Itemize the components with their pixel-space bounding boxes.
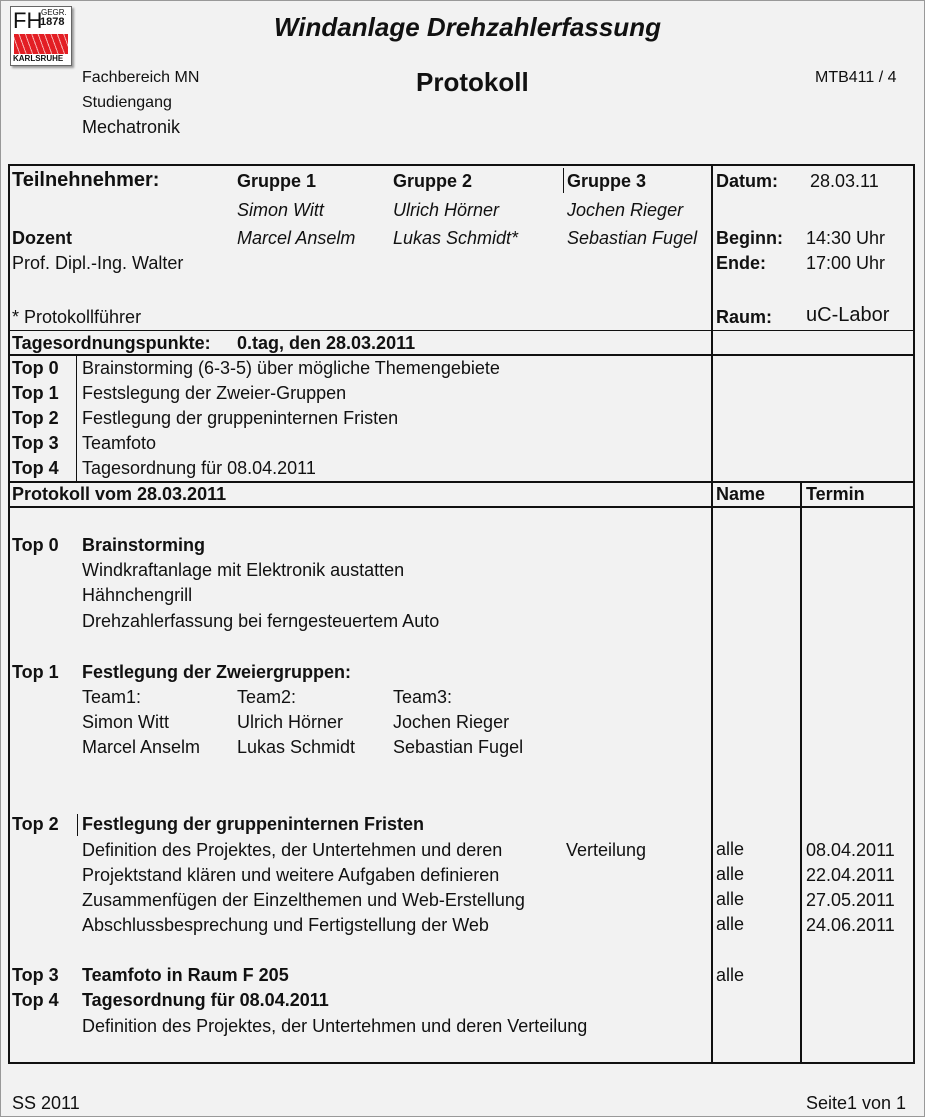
task-name: alle [716,864,745,884]
divider [8,481,915,483]
logo-year: 1878 [40,16,65,28]
date-label: Datum: [716,171,778,191]
agenda-top: Top 2 [12,408,59,428]
top-label: Top 0 [12,535,59,555]
divider [800,482,802,1064]
group-1: Gruppe 1 [237,171,317,191]
team-name: Team3: [393,687,453,707]
top-label: Top 4 [12,990,59,1010]
team-member: Lukas Schmidt [237,737,356,757]
task-name: alle [716,914,745,934]
doc-id: MTB411 / 4 [815,69,897,86]
table-border [8,164,915,1064]
member: Sebastian Fugel [567,228,698,248]
end: 17:00 Uhr [806,253,886,273]
task-name: alle [716,839,745,859]
top-title: Tagesordnung für 08.04.2011 [82,990,329,1010]
agenda-top: Top 3 [12,433,59,453]
divider [8,330,915,331]
agenda-text: Festslegung der Zweier-Gruppen [82,383,347,403]
group-3: Gruppe 3 [567,171,647,191]
member: Ulrich Hörner [393,200,500,220]
start: 14:30 Uhr [806,228,886,248]
lecturer: Prof. Dipl.-Ing. Walter [12,253,184,273]
date: 28.03.11 [810,171,879,191]
top-title: Brainstorming [82,535,206,555]
lecturer-label: Dozent [12,228,72,248]
agenda-text: Festlegung der gruppeninternen Fristen [82,408,399,428]
divider [8,354,915,356]
agenda-top: Top 0 [12,358,59,378]
team-name: Team1: [82,687,142,707]
top-label: Top 1 [12,662,59,682]
divider [77,814,78,836]
agenda-top: Top 4 [12,458,59,478]
agenda-label: Tagesordnungspunkte: [12,333,211,353]
top-label: Top 3 [12,965,59,985]
team-member: Sebastian Fugel [393,737,524,757]
divider [8,506,915,508]
protocol-title: Protokoll vom 28.03.2011 [12,484,227,504]
task-termin: 22.04.2011 [806,865,895,885]
end-label: Ende: [716,253,767,273]
logo-sun-rays [14,34,68,54]
top-line: Drehzahlerfassung bei ferngesteuertem Au… [82,611,440,631]
team-member: Marcel Anselm [82,737,201,757]
agenda-day: 0.tag, den 28.03.2011 [237,333,416,353]
team-member: Jochen Rieger [393,712,510,732]
team-member: Ulrich Hörner [237,712,344,732]
col-name: Name [716,484,766,504]
task-text: Definition des Projektes, der Untertehme… [82,840,503,860]
footer-semester: SS 2011 [12,1093,80,1113]
top-title: Teamfoto in Raum F 205 [82,965,289,985]
top-line: Windkraftanlage mit Elektronik austatten [82,560,405,580]
top-title: Festlegung der Zweiergruppen: [82,662,352,682]
start-label: Beginn: [716,228,783,248]
member: Jochen Rieger [567,200,684,220]
member: Lukas Schmidt* [393,228,519,248]
note: * Protokollführer [12,307,142,327]
col-termin: Termin [806,484,865,504]
member: Marcel Anselm [237,228,356,248]
top-title: Festlegung der gruppeninternen Fristen [82,814,425,834]
divider [711,164,713,1064]
task-text: Zusammenfügen der Einzelthemen und Web-E… [82,890,525,910]
agenda-text: Teamfoto [82,433,157,453]
task-name: alle [716,965,745,985]
task-name: alle [716,889,745,909]
program: Mechatronik [82,117,181,137]
task-termin: 08.04.2011 [806,840,895,860]
logo: FH GEGR. 1878 KARLSRUHE [10,6,72,66]
agenda-top: Top 1 [12,383,59,403]
room-label: Raum: [716,307,773,327]
program-label: Studiengang [82,94,172,111]
logo-gegr: GEGR. [41,8,67,17]
document-title: Windanlage Drehzahlerfassung [274,12,661,42]
task-termin: 24.06.2011 [806,915,895,935]
task-extra: Verteilung [566,840,647,860]
logo-fh: FH [13,8,43,33]
document-subtitle: Protokoll [416,67,529,97]
agenda-text: Tagesordnung für 08.04.2011 [82,458,316,478]
team-name: Team2: [237,687,297,707]
task-text: Projektstand klären und weitere Aufgaben… [82,865,500,885]
agenda-text: Brainstorming (6-3-5) über mögliche Them… [82,358,500,378]
divider [76,355,77,482]
top-label: Top 2 [12,814,59,834]
top-line: Hähnchengrill [82,585,193,605]
task-text: Abschlussbesprechung und Fertigstellung … [82,915,489,935]
participants-label: Teilnehnehmer: [12,169,160,191]
logo-city: KARLSRUHE [13,54,64,63]
task-termin: 27.05.2011 [806,890,895,910]
divider [563,168,564,193]
member: Simon Witt [237,200,324,220]
top-line: Definition des Projektes, der Untertehme… [82,1016,588,1036]
group-2: Gruppe 2 [393,171,473,191]
footer-page: Seite1 von 1 [806,1093,907,1113]
team-member: Simon Witt [82,712,170,732]
room: uC-Labor [806,304,890,326]
department: Fachbereich MN [82,69,200,86]
